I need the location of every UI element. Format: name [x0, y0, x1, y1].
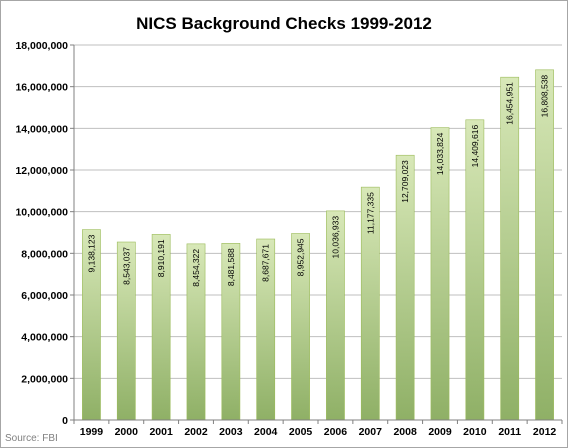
x-tick-label: 2003: [219, 426, 243, 438]
axes: [73, 45, 563, 424]
x-tick-label: 2007: [359, 426, 383, 438]
data-label: 8,952,945: [296, 238, 306, 276]
x-axis-tick-labels: 1999 2000 2001 2002 2003 2004 2005 2006 2007 2008…: [80, 426, 557, 438]
y-tick-label: 16,000,000: [15, 82, 68, 94]
y-tick-label: 14,000,000: [15, 123, 68, 135]
y-tick-label: 4,000,000: [21, 332, 68, 344]
x-tick-label: 2002: [184, 426, 208, 438]
x-tick-label: 2006: [324, 426, 348, 438]
y-tick-label: 12,000,000: [15, 165, 68, 177]
source-note: Source: FBI: [5, 433, 58, 444]
data-label: 8,687,671: [261, 244, 271, 282]
data-label: 8,543,037: [121, 247, 131, 285]
x-tick-label: 2004: [254, 426, 278, 438]
data-label: 16,454,951: [505, 82, 515, 125]
data-label: 10,036,933: [330, 216, 340, 259]
data-label: 8,910,191: [156, 239, 166, 277]
x-tick-label: 2011: [498, 426, 521, 438]
data-label: 8,454,322: [191, 249, 201, 287]
data-label: 11,177,335: [365, 192, 375, 234]
y-tick-label: 10,000,000: [15, 207, 68, 219]
y-tick-label: 8,000,000: [21, 248, 68, 260]
bar-2011: [500, 76, 520, 421]
x-tick-label: 2012: [533, 426, 557, 438]
x-tick-label: 1999: [80, 426, 104, 438]
y-tick-label: 6,000,000: [21, 290, 68, 302]
chart-title: NICS Background Checks 1999-2012: [136, 14, 432, 33]
data-label: 16,808,538: [540, 75, 550, 118]
data-labels: 9,138,123 8,543,037 8,910,191 8,454,322 8,48…: [86, 75, 549, 287]
y-axis-tick-labels: 0 2,000,000 4,000,000 6,000,000 8,000,000 10,…: [15, 40, 68, 427]
y-tick-label: 18,000,000: [15, 40, 68, 52]
bars: [82, 69, 554, 421]
x-tick-label: 2005: [289, 426, 313, 438]
data-label: 9,138,123: [86, 234, 96, 272]
gridlines: [70, 44, 562, 421]
data-label: 12,709,023: [400, 160, 410, 203]
bar-2012: [535, 69, 554, 421]
x-tick-label: 2010: [463, 426, 487, 438]
x-tick-label: 2009: [428, 426, 452, 438]
data-label: 14,033,824: [435, 132, 445, 175]
data-label: 14,409,616: [470, 125, 480, 168]
x-tick-label: 2001: [149, 426, 173, 438]
data-label: 8,481,588: [226, 248, 236, 286]
x-tick-label: 2008: [393, 426, 417, 438]
x-tick-label: 2000: [115, 426, 139, 438]
y-tick-label: 2,000,000: [21, 373, 68, 385]
y-tick-label: 0: [62, 415, 68, 427]
